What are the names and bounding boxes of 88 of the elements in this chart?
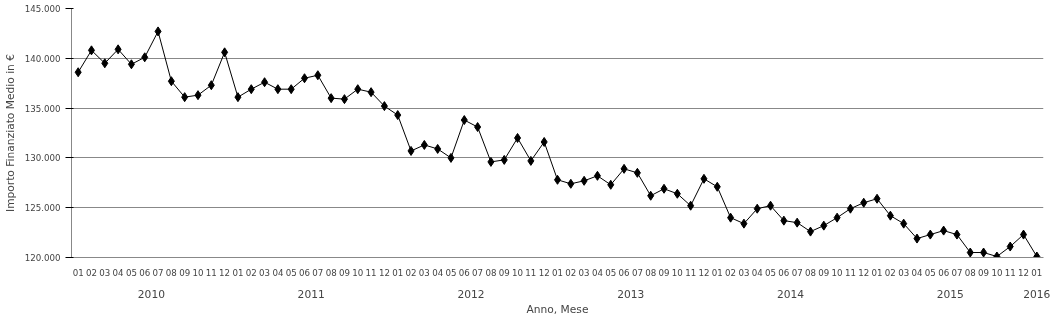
x-tick-label: 08 (964, 267, 976, 278)
x-tick-label: 02 (884, 267, 896, 278)
x-tick-label: 06 (458, 267, 470, 278)
x-tick-label: 09 (179, 267, 191, 278)
text: 2014 (776, 287, 805, 301)
x-tick-label: 09 (658, 267, 670, 278)
x-tick-label: 12 (858, 267, 870, 278)
text: 2013 (617, 287, 645, 301)
x-tick-label: 10 (512, 267, 524, 278)
y-tick-label: 140.000 (24, 53, 61, 64)
x-tick-label: 07 (312, 267, 324, 278)
x-tick-label: 10 (352, 267, 364, 278)
x-tick-label: 01 (871, 267, 883, 278)
x-tick-label: 08 (645, 267, 657, 278)
x-tick-label: 04 (591, 267, 604, 278)
x-tick-label: 05 (445, 267, 457, 278)
x-tick-label: 12 (1018, 267, 1030, 278)
x-tick-label: 11 (205, 267, 217, 278)
x-tick-label: 02 (405, 267, 417, 278)
x-tick-label: 08 (804, 267, 816, 278)
x-tick-label: 11 (844, 267, 856, 278)
x-tick-label: 02 (85, 267, 97, 278)
y-tick-label: 125.000 (24, 203, 61, 214)
x-tick-label: 10 (192, 267, 204, 278)
x-axis-title: Anno, Mese (526, 302, 589, 316)
x-tick-label: 12 (538, 267, 550, 278)
x-tick-label: 06 (778, 267, 790, 278)
x-tick-label: 05 (285, 267, 297, 278)
text: 2012 (457, 287, 485, 301)
x-tick-label: 05 (765, 267, 777, 278)
text: 2015 (936, 287, 964, 301)
x-tick-label: 03 (418, 267, 430, 278)
x-tick-label: 03 (99, 267, 111, 278)
text: 2011 (297, 287, 325, 301)
y-axis-title: Importo Finanziato Medio in € (3, 53, 17, 213)
x-tick-label: 07 (152, 267, 164, 278)
x-tick-label: 01 (551, 267, 564, 278)
x-tick-label: 11 (525, 267, 537, 278)
x-tick-label: 03 (738, 267, 750, 278)
x-tick-label: 01 (711, 267, 723, 278)
x-tick-label: 12 (219, 267, 231, 278)
x-tick-label: 11 (685, 267, 697, 278)
x-tick-label: 12 (698, 267, 710, 278)
x-tick-label: 01 (1031, 267, 1043, 278)
x-tick-label: 04 (272, 267, 284, 278)
text: 2016 (1023, 287, 1051, 301)
x-tick-label: 02 (725, 267, 737, 278)
x-tick-label: 05 (924, 267, 936, 278)
x-tick-label: 06 (139, 267, 151, 278)
x-tick-label: 02 (565, 267, 577, 278)
x-tick-label: 04 (432, 267, 444, 278)
x-tick-label: 04 (751, 267, 764, 278)
y-tick-label: 120.000 (24, 253, 61, 263)
x-tick-label: 01 (232, 267, 244, 278)
x-tick-label: 12 (378, 267, 390, 278)
x-tick-label: 03 (259, 267, 271, 278)
x-tick-label: 09 (338, 267, 350, 278)
x-tick-label: 04 (911, 267, 924, 278)
x-tick-label: 06 (938, 267, 950, 278)
x-tick-label: 03 (578, 267, 590, 278)
x-tick-label: 09 (818, 267, 830, 278)
x-tick-label: 08 (325, 267, 337, 278)
x-tick-label: 11 (365, 267, 377, 278)
x-tick-label: 07 (472, 267, 484, 278)
x-tick-label: 03 (898, 267, 910, 278)
x-tick-label: 01 (392, 267, 404, 278)
y-tick-label: 135.000 (24, 103, 61, 114)
y-tick-label: 145.000 (24, 4, 61, 14)
x-tick-label: 08 (165, 267, 177, 278)
x-tick-label: 10 (671, 267, 683, 278)
x-tick-label: 09 (498, 267, 510, 278)
x-tick-label: 07 (631, 267, 643, 278)
text: 2010 (137, 287, 166, 301)
x-tick-label: 04 (112, 267, 125, 278)
y-tick-label: 130.000 (24, 153, 61, 164)
x-tick-label: 01 (72, 267, 84, 278)
x-tick-label: 10 (831, 267, 843, 278)
x-tick-label: 06 (299, 267, 311, 278)
x-tick-label: 06 (618, 267, 630, 278)
x-tick-label: 05 (605, 267, 617, 278)
x-tick-label: 05 (125, 267, 137, 278)
x-tick-label: 10 (991, 267, 1003, 278)
x-tick-label: 08 (485, 267, 497, 278)
x-tick-label: 02 (245, 267, 257, 278)
x-tick-label: 11 (1004, 267, 1016, 278)
x-tick-label: 09 (978, 267, 990, 278)
x-tick-label: 07 (791, 267, 803, 278)
x-tick-label: 07 (951, 267, 963, 278)
